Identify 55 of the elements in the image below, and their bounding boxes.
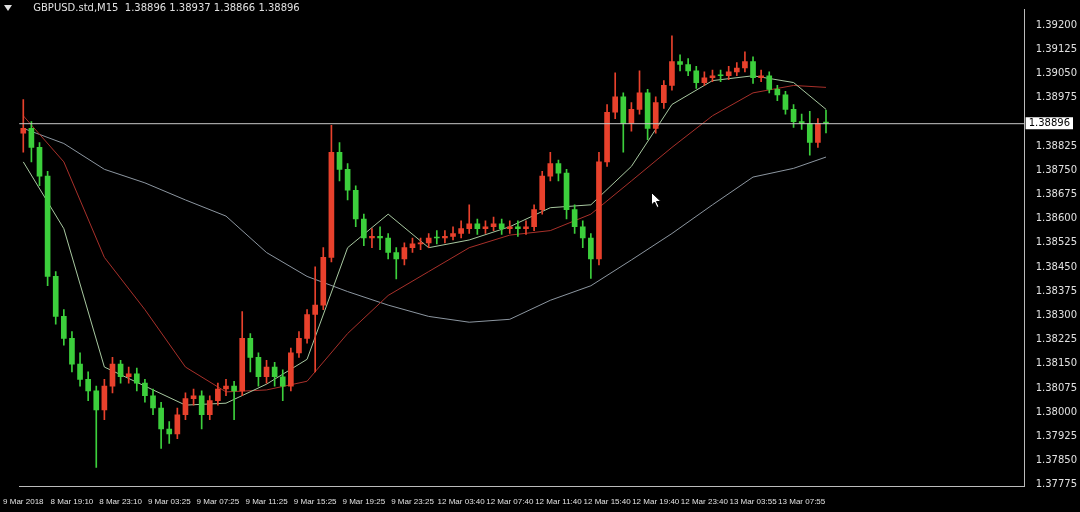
y-tick-label: 1.38150 — [1035, 357, 1078, 369]
candlestick — [312, 266, 319, 373]
candlestick — [377, 226, 383, 250]
candlestick — [506, 220, 513, 234]
candlestick — [442, 230, 448, 244]
chart-title: GBPUSD.std,M15 1.38896 1.38937 1.38866 1.38896 — [33, 1, 300, 13]
x-tick-label: 9 Mar 2018 — [3, 497, 45, 507]
x-tick-label: 13 Mar 07:55 — [778, 497, 826, 507]
candlestick — [223, 378, 229, 397]
y-tick-label: 1.38675 — [1035, 188, 1078, 200]
x-tick-label: 9 Mar 11:25 — [245, 497, 289, 507]
y-tick-label: 1.38825 — [1035, 139, 1078, 151]
candlestick — [93, 385, 100, 468]
x-tick-label: 12 Mar 19:40 — [632, 497, 680, 507]
candlestick — [466, 204, 473, 234]
x-tick-label: 12 Mar 07:40 — [486, 497, 534, 507]
candlestick — [231, 380, 237, 420]
candlestick — [369, 228, 375, 249]
y-tick-label: 1.38000 — [1035, 405, 1078, 417]
x-tick-label: 8 Mar 23:10 — [99, 497, 143, 507]
candlestick — [515, 220, 521, 237]
y-tick-label: 1.39125 — [1035, 42, 1078, 54]
ref-line-label: 1.38896 — [1028, 116, 1071, 128]
x-tick-label: 9 Mar 03:25 — [147, 497, 192, 507]
candlestick — [20, 99, 27, 153]
y-tick-label: 1.38225 — [1035, 333, 1078, 345]
y-tick-label: 1.38975 — [1035, 91, 1078, 103]
y-tick-label: 1.38375 — [1035, 284, 1078, 296]
y-tick-label: 1.38075 — [1035, 381, 1078, 393]
x-tick-label: 9 Mar 15:25 — [293, 497, 338, 507]
candlestick — [677, 54, 683, 72]
x-tick-label: 9 Mar 19:25 — [342, 497, 386, 507]
x-tick-label: 9 Mar 07:25 — [196, 497, 240, 507]
y-tick-label: 1.37925 — [1035, 430, 1078, 441]
x-tick-label: 12 Mar 15:40 — [583, 497, 632, 507]
candlestick — [523, 220, 529, 235]
y-tick-label: 1.38450 — [1035, 260, 1078, 272]
x-tick-label: 12 Mar 11:40 — [535, 497, 583, 507]
y-tick-label: 1.38525 — [1035, 236, 1078, 248]
y-tick-label: 1.37850 — [1035, 454, 1078, 466]
x-tick-label: 9 Mar 23:25 — [391, 497, 435, 507]
y-tick-label: 1.37775 — [1035, 478, 1078, 490]
y-tick-label: 1.38750 — [1035, 163, 1078, 175]
candlestick — [758, 69, 764, 82]
x-tick-label: 8 Mar 19:10 — [50, 497, 94, 507]
candlestick — [166, 421, 173, 444]
candlestick — [125, 366, 132, 384]
x-tick-label: 12 Mar 03:40 — [437, 497, 486, 507]
x-tick-label: 12 Mar 23:40 — [680, 497, 729, 507]
y-tick-label: 1.39050 — [1035, 67, 1078, 79]
candlestick — [393, 247, 400, 280]
y-tick-label: 1.38600 — [1035, 212, 1078, 224]
y-tick-label: 1.39200 — [1035, 18, 1078, 30]
y-tick-label: 1.38300 — [1035, 309, 1078, 321]
x-tick-label: 13 Mar 03:55 — [729, 497, 778, 507]
